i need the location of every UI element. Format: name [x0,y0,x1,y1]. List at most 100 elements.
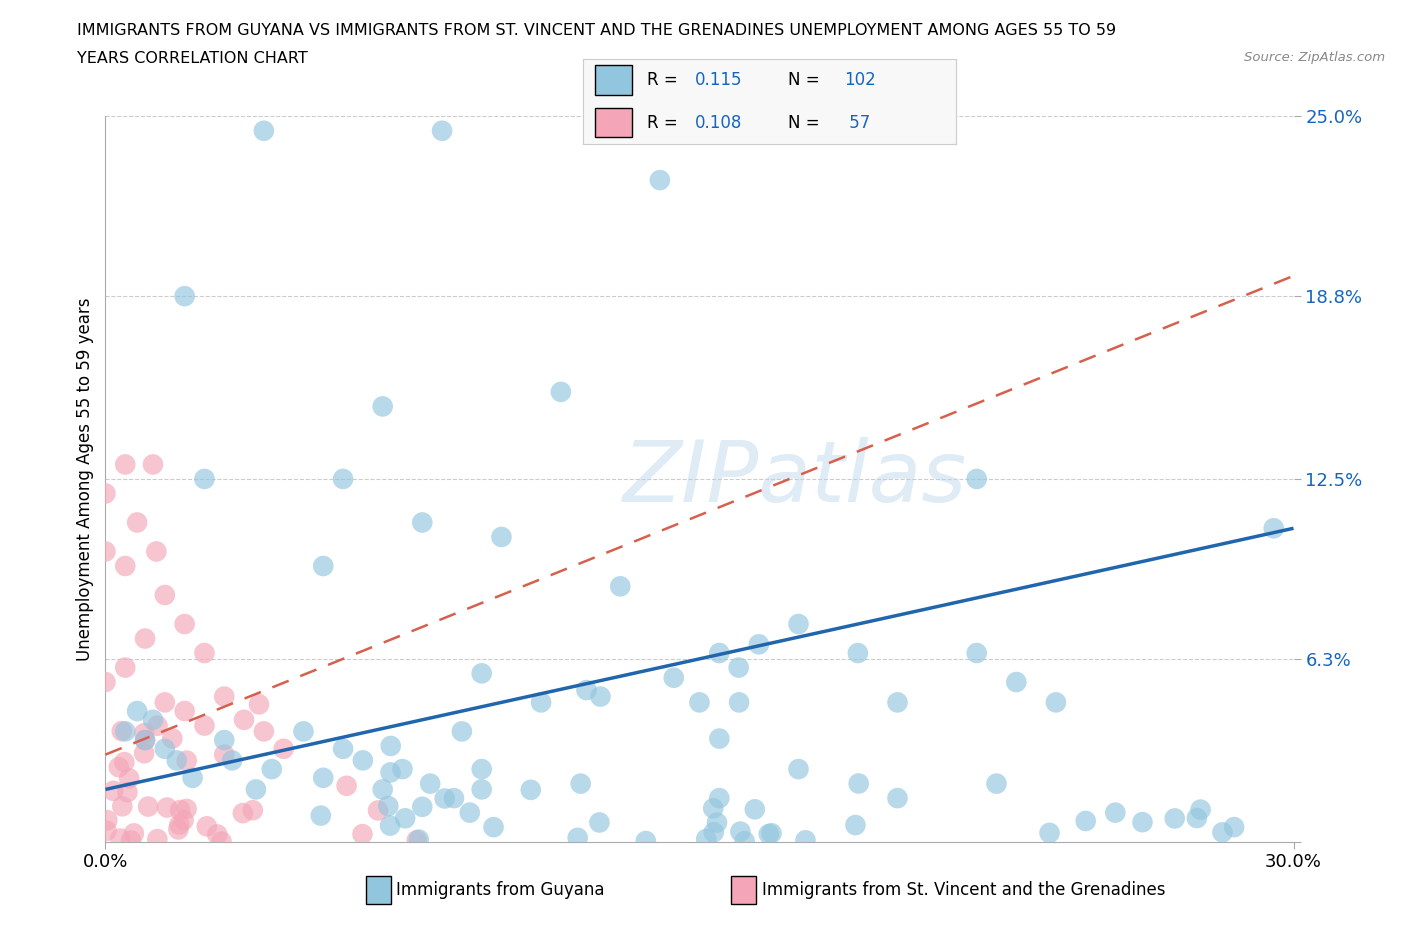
FancyBboxPatch shape [595,108,631,138]
Point [787,617,810,631]
Point [391,762,413,777]
Point [371,782,394,797]
Point [734,833,756,848]
Point [273,741,295,756]
Point [1185,811,1208,826]
Point [112,755,135,770]
Point [247,697,270,711]
Point [169,803,191,817]
Point [1223,819,1246,834]
Point [136,799,159,814]
Point [134,733,156,748]
Text: 102: 102 [844,71,876,89]
Point [352,753,374,768]
Point [134,725,156,740]
Point [748,637,770,652]
Point [166,753,188,768]
Point [567,830,589,845]
Point [986,777,1008,791]
Point [253,724,276,738]
Point [118,771,141,786]
FancyBboxPatch shape [595,65,631,95]
Point [471,666,494,681]
Point [377,799,399,814]
Point [1211,825,1233,840]
Text: ZIPatlas: ZIPatlas [623,437,967,521]
Point [245,782,267,797]
Point [846,645,869,660]
Point [332,741,354,756]
Point [689,695,711,710]
Point [530,695,553,710]
Point [221,753,243,768]
Point [378,818,401,833]
Point [114,724,136,738]
Point [886,790,908,805]
Point [146,718,169,733]
Point [844,817,866,832]
Point [260,762,283,777]
Point [111,799,134,814]
Point [96,813,118,828]
Text: Immigrants from Guyana: Immigrants from Guyana [396,881,605,899]
Point [122,826,145,841]
Point [336,778,359,793]
Point [111,724,134,738]
Text: Immigrants from St. Vincent and the Grenadines: Immigrants from St. Vincent and the Gren… [762,881,1166,899]
Point [292,724,315,738]
Point [114,457,136,472]
Point [94,544,117,559]
Point [153,741,176,756]
Point [433,791,456,806]
Point [96,823,118,838]
Point [94,674,117,689]
Point [520,782,543,797]
Point [1189,803,1212,817]
Point [430,124,453,139]
Point [787,762,810,777]
Point [380,738,402,753]
Point [394,811,416,826]
Point [371,399,394,414]
Point [589,689,612,704]
Point [312,770,335,785]
Point [120,833,142,848]
Text: R =: R = [647,113,678,132]
Point [110,831,132,846]
Point [193,472,215,486]
Point [253,124,276,139]
Point [450,724,472,738]
Point [114,660,136,675]
Point [176,802,198,817]
Point [966,472,988,486]
Point [207,827,229,842]
Point [214,689,236,704]
Text: N =: N = [789,71,820,89]
Text: R =: R = [647,71,678,89]
Point [709,790,731,805]
Y-axis label: Unemployment Among Ages 55 to 59 years: Unemployment Among Ages 55 to 59 years [76,298,94,660]
Point [173,288,195,303]
Point [173,704,195,719]
Point [214,733,236,748]
Point [848,776,870,790]
Text: 57: 57 [844,113,870,132]
Point [312,559,335,574]
Point [1104,805,1126,820]
Point [232,805,254,820]
Point [758,827,780,842]
Point [214,747,236,762]
Point [332,472,354,486]
Text: N =: N = [789,113,820,132]
Point [648,173,671,188]
Point [134,733,156,748]
Point [167,822,190,837]
Point [173,617,195,631]
Point [127,704,149,719]
Point [588,815,610,830]
Point [380,765,402,780]
Point [1132,815,1154,830]
Point [145,544,167,559]
Point [794,833,817,848]
Point [114,559,136,574]
